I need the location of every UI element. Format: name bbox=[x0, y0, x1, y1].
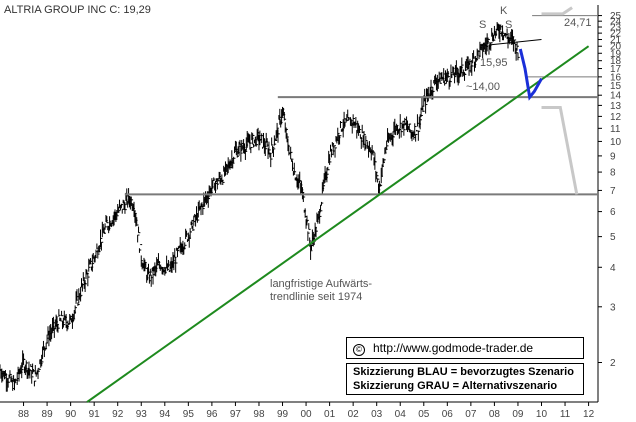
x-tick-label: 89 bbox=[42, 409, 54, 420]
x-tick-label: 98 bbox=[253, 409, 265, 420]
neckline bbox=[489, 39, 542, 46]
x-tick-label: 09 bbox=[512, 409, 524, 420]
legend-line-blue: Skizzierung BLAU = bevorzugtes Szenario bbox=[353, 366, 574, 378]
y-tick-label: 23 bbox=[610, 23, 622, 34]
s-left-label: S bbox=[479, 19, 486, 31]
y-tick-label: 21 bbox=[610, 35, 622, 46]
x-tick-label: 07 bbox=[465, 409, 477, 420]
copyright-box: © http://www.godmode-trader.de bbox=[346, 337, 584, 359]
price-bars bbox=[0, 22, 520, 392]
scenario-sketches bbox=[518, 6, 579, 195]
legend-box: Skizzierung BLAU = bevorzugtes Szenario … bbox=[346, 363, 584, 395]
copyright-icon: © bbox=[353, 344, 365, 356]
x-tick-label: 92 bbox=[112, 409, 124, 420]
y-tick-label: 4 bbox=[610, 263, 616, 274]
x-tick-label: 97 bbox=[230, 409, 242, 420]
scenario-grey-down bbox=[541, 106, 579, 195]
x-tick-label: 00 bbox=[301, 409, 313, 420]
scenario-grey-up bbox=[541, 6, 573, 16]
y-tick-label: 7 bbox=[610, 186, 616, 197]
y-tick-label: 18 bbox=[610, 56, 622, 67]
y-tick-label: 16 bbox=[610, 72, 622, 83]
x-tick-label: 94 bbox=[159, 409, 171, 420]
y-tick-label: 11 bbox=[610, 124, 621, 135]
trendline bbox=[86, 45, 590, 403]
y-tick-label: 24 bbox=[610, 17, 622, 28]
trend-text-line1: langfristige Aufwärts- bbox=[270, 278, 372, 290]
level-mid-label: 15,95 bbox=[480, 57, 508, 69]
x-axis: 88 89 90 91 92 93 94 95 96 97 98 99 00 01 02 03 04 05 06 07… bbox=[18, 402, 595, 420]
y-tick-label: 14 bbox=[610, 91, 622, 102]
x-tick-label: 06 bbox=[442, 409, 454, 420]
y-tick-label: 12 bbox=[610, 112, 622, 123]
x-tick-label: 12 bbox=[583, 409, 595, 420]
copyright-url[interactable]: http://www.godmode-trader.de bbox=[373, 341, 534, 355]
y-tick-label: 17 bbox=[610, 64, 622, 75]
y-tick-label: 19 bbox=[610, 49, 622, 60]
x-tick-label: 93 bbox=[136, 409, 148, 420]
y-tick-label: 22 bbox=[610, 29, 622, 40]
x-tick-label: 91 bbox=[89, 409, 101, 420]
x-tick-label: 08 bbox=[489, 409, 501, 420]
level-low-label: ~14,00 bbox=[466, 81, 500, 93]
y-tick-label: 15 bbox=[610, 81, 622, 92]
x-tick-label: 01 bbox=[324, 409, 336, 420]
x-tick-label: 04 bbox=[395, 409, 407, 420]
trend-text-line2: trendlinie seit 1974 bbox=[270, 291, 362, 303]
legend-line-grey: Skizzierung GRAU = Alternativszenario bbox=[353, 380, 558, 392]
y-tick-label: 10 bbox=[610, 137, 622, 148]
y-tick-label: 8 bbox=[610, 168, 616, 179]
y-tick-label: 20 bbox=[610, 42, 622, 53]
x-tick-label: 90 bbox=[65, 409, 77, 420]
chart-title: ALTRIA GROUP INC C: 19,29 bbox=[4, 4, 151, 16]
x-tick-label: 11 bbox=[560, 409, 571, 420]
s-right-label: S bbox=[505, 19, 512, 31]
k-label: K bbox=[500, 5, 508, 17]
trendline-line bbox=[86, 45, 590, 403]
support-lines bbox=[124, 15, 598, 196]
x-tick-label: 02 bbox=[348, 409, 360, 420]
y-tick-label: 9 bbox=[610, 151, 616, 162]
x-tick-label: 95 bbox=[183, 409, 195, 420]
y-tick-label: 13 bbox=[610, 101, 622, 112]
y-tick-label: 25 bbox=[610, 11, 622, 22]
scenario-blue bbox=[518, 48, 543, 101]
x-tick-label: 03 bbox=[371, 409, 383, 420]
plot-frame bbox=[0, 5, 599, 403]
x-tick-label: 10 bbox=[536, 409, 548, 420]
x-tick-label: 96 bbox=[206, 409, 218, 420]
x-tick-label: 99 bbox=[277, 409, 289, 420]
y-tick-label: 3 bbox=[610, 302, 616, 313]
level-high-label: 24,71 bbox=[564, 17, 592, 29]
y-tick-label: 5 bbox=[610, 232, 616, 243]
x-tick-label: 88 bbox=[18, 409, 30, 420]
y-tick-label: 2 bbox=[610, 358, 616, 369]
y-tick-label: 6 bbox=[610, 207, 616, 218]
x-tick-label: 05 bbox=[418, 409, 430, 420]
